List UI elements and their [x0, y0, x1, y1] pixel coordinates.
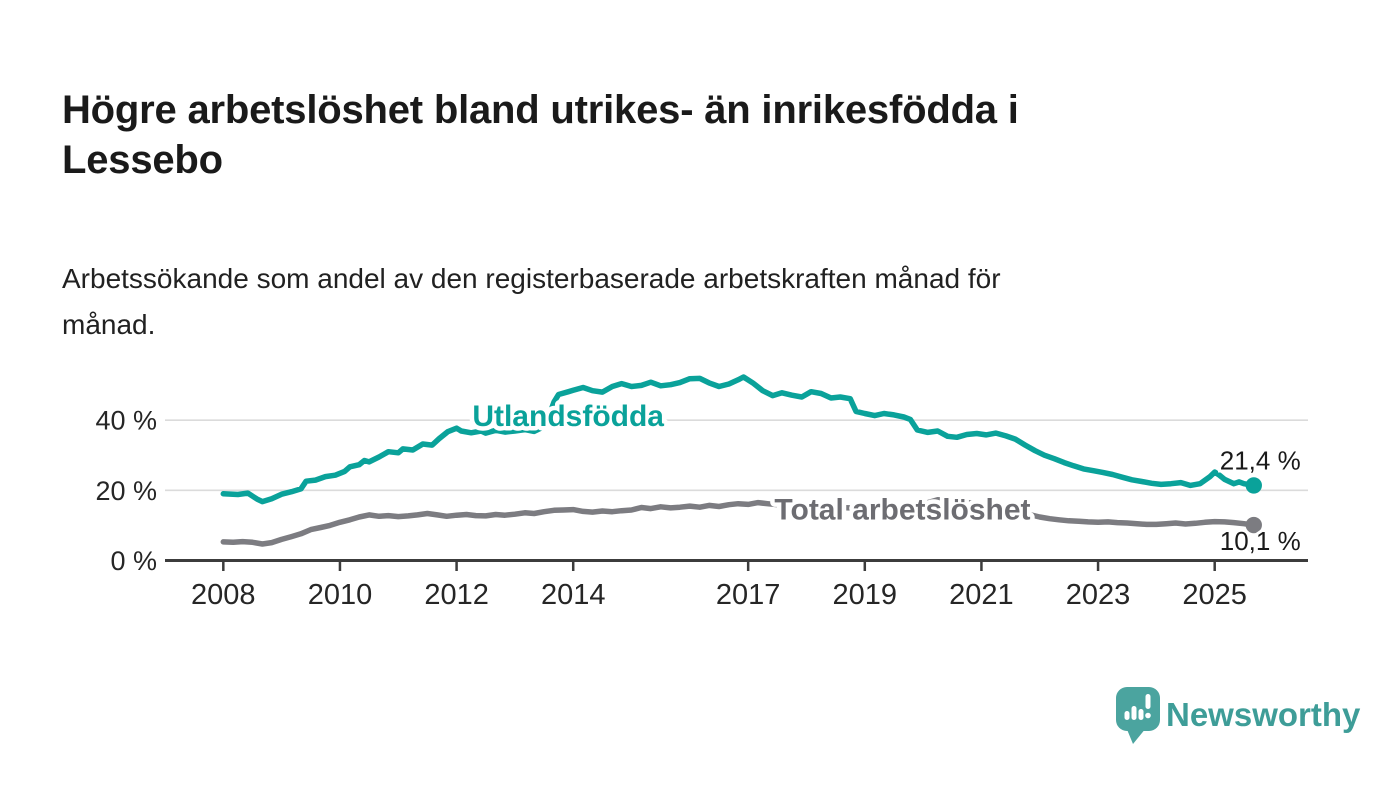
series-label-total-arbetsloshet: Total arbetslöshet: [774, 493, 1030, 526]
y-tick-label: 20 %: [95, 476, 157, 506]
series-end-dot-utlandsfodda: [1245, 477, 1262, 494]
x-tick-label: 2021: [949, 579, 1014, 611]
x-tick-label: 2025: [1182, 579, 1247, 611]
chart-title: Högre arbetslöshet bland utrikes- än inr…: [62, 87, 1019, 182]
x-tick-label: 2014: [541, 579, 606, 611]
x-tick-label: 2008: [191, 579, 256, 611]
x-tick-label: 2019: [833, 579, 898, 611]
x-tick-label: 2010: [308, 579, 373, 611]
series-end-dot-total-arbetsloshet: [1245, 516, 1262, 534]
chart-subtitle: Arbetssökande som andel av den registerb…: [62, 263, 1001, 340]
x-tick-label: 2017: [716, 579, 781, 611]
x-tick-label: 2012: [424, 579, 489, 611]
series-line-total-arbetsloshet: [220, 497, 1257, 547]
series-end-label-utlandsfodda: 21,4 %: [1220, 445, 1301, 475]
x-tick-label: 2023: [1066, 579, 1131, 611]
y-tick-label: 40 %: [95, 406, 157, 436]
y-tick-label: 0 %: [110, 546, 157, 576]
series-end-label-total-arbetsloshet: 10,1 %: [1220, 526, 1301, 556]
series-label-utlandsfodda: Utlandsfödda: [472, 400, 664, 433]
series-line-utlandsfodda: [220, 374, 1257, 505]
